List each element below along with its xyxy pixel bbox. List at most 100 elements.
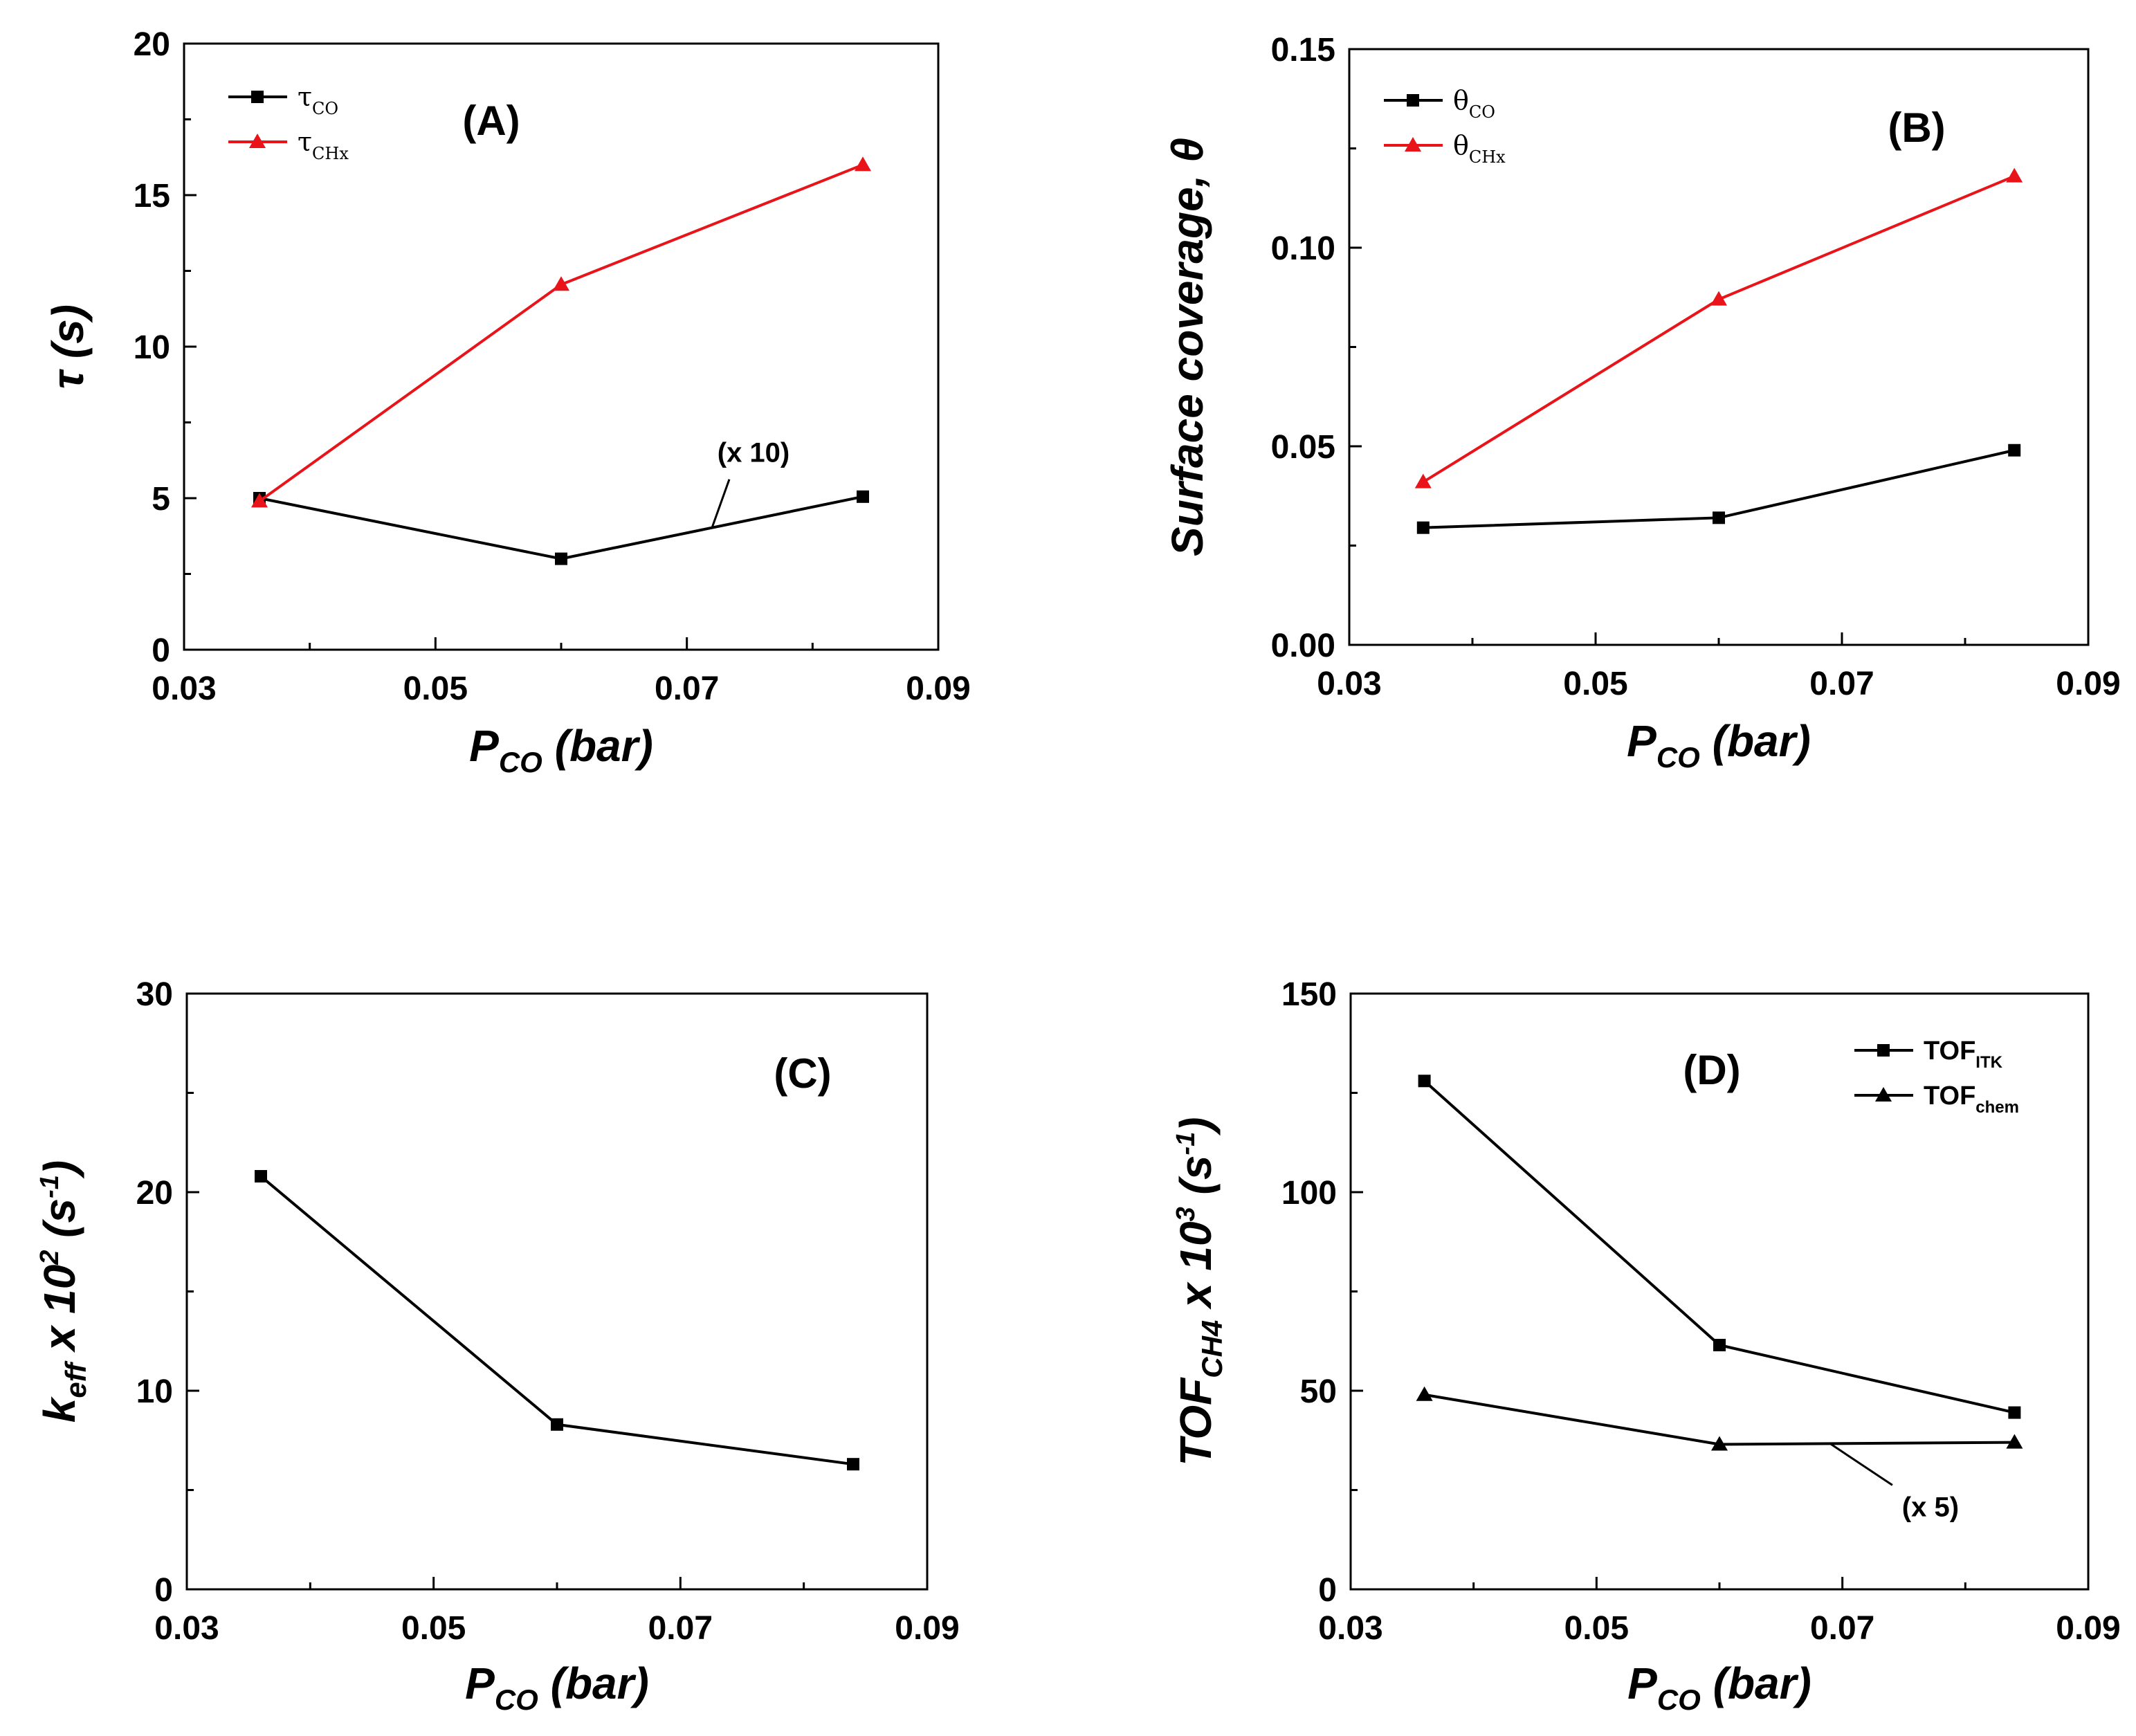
series-1 <box>1416 444 2021 534</box>
legend-label: θCHx <box>1453 130 1506 167</box>
y-tick-label: 20 <box>136 1175 173 1212</box>
legend-marker <box>251 91 264 103</box>
y-axis-title: Surface coverage, θ <box>1162 138 1212 556</box>
annotation: (x 5) <box>1829 1443 1959 1522</box>
data-point <box>1711 1436 1728 1451</box>
data-point <box>1710 291 1727 306</box>
y-tick-label: 30 <box>136 976 173 1013</box>
data-point <box>551 1418 563 1431</box>
x-tick-label: 0.09 <box>895 1610 959 1647</box>
y-axis-title: τ (s) <box>43 304 93 389</box>
legend-label: τCO <box>298 82 338 118</box>
data-point <box>1414 473 1432 488</box>
x-tick-label: 0.03 <box>1318 1610 1382 1647</box>
annotation-pointer <box>1829 1443 1893 1486</box>
y-tick-label: 15 <box>134 178 170 214</box>
data-point <box>2006 167 2023 183</box>
series-2 <box>1414 167 2023 488</box>
x-axis-title: PCO (bar) <box>465 1659 649 1716</box>
series-line <box>259 495 864 560</box>
x-tick-label: 0.03 <box>1317 666 1381 702</box>
data-point <box>1713 1338 1726 1351</box>
data-point <box>2008 1406 2021 1419</box>
y-tick-label: 0.10 <box>1271 230 1335 267</box>
annotation-pointer <box>711 479 731 529</box>
series-1 <box>255 1170 859 1471</box>
data-point <box>1418 1075 1431 1088</box>
legend: θCO θCHx <box>1384 85 1506 167</box>
chart-panel-3: 0.03 0.05 0.07 0.09 0 10 20 30 PCO (bar) keff x 1… <box>35 976 960 1716</box>
y-tick-label: 50 <box>1300 1373 1337 1410</box>
y-tick-label: 20 <box>134 26 170 63</box>
series-1 <box>253 490 869 565</box>
y-axis-title: TOFCH4 x 103 (s-1) <box>1171 1117 1228 1465</box>
y-tick-label: 0.05 <box>1271 429 1335 466</box>
chart-panel-1: 0.03 0.05 0.07 0.09 0 5 10 15 20 PCO (bar) τ (s) (A… <box>43 26 971 778</box>
panel-label: (A) <box>462 98 520 144</box>
legend: TOFITK TOFchem <box>1854 1036 2019 1117</box>
y-tick-label: 100 <box>1281 1175 1337 1212</box>
y-tick-label: 0 <box>1318 1572 1337 1609</box>
y-tick-label: 10 <box>136 1373 173 1410</box>
panel-label: (C) <box>774 1050 831 1097</box>
panel-label: (B) <box>1888 104 1945 151</box>
data-point <box>555 552 567 565</box>
x-tick-label: 0.05 <box>401 1610 466 1647</box>
data-point <box>553 276 569 291</box>
series-line <box>1422 174 2015 484</box>
x-axis-title: PCO (bar) <box>1627 716 1811 774</box>
data-point <box>1416 1386 1433 1401</box>
data-point <box>255 1170 267 1183</box>
data-point <box>1416 521 1430 534</box>
legend-marker <box>1875 1087 1892 1102</box>
x-tick-label: 0.07 <box>1810 1610 1874 1647</box>
data-point <box>251 493 268 508</box>
x-tick-label: 0.09 <box>2056 1610 2120 1647</box>
y-axis-title: keff x 102 (s-1) <box>35 1160 92 1423</box>
annotation: (x 10) <box>711 438 790 529</box>
y-tick-label: 0 <box>154 1572 173 1609</box>
x-tick-label: 0.07 <box>648 1610 713 1647</box>
x-tick-label: 0.09 <box>2056 666 2120 702</box>
x-tick-label: 0.03 <box>154 1610 219 1647</box>
y-tick-label: 5 <box>152 481 170 518</box>
annotation-label: (x 5) <box>1902 1492 1959 1522</box>
y-tick-label: 10 <box>134 329 170 366</box>
legend-marker <box>249 134 266 148</box>
legend-label: τCHx <box>298 127 349 163</box>
data-point <box>855 156 871 172</box>
legend-label: θCO <box>1453 85 1495 122</box>
legend-marker <box>1877 1044 1890 1057</box>
chart-panel-2: 0.03 0.05 0.07 0.09 0.00 0.05 0.10 0.15 PCO (bar… <box>1162 32 2121 774</box>
x-axis-title: PCO (bar) <box>469 721 653 778</box>
data-point <box>847 1458 859 1471</box>
y-tick-label: 0.15 <box>1271 32 1335 68</box>
y-tick-label: 150 <box>1281 976 1337 1013</box>
series-1 <box>1418 1075 2021 1419</box>
data-point <box>2006 1434 2023 1449</box>
x-axis-title: PCO (bar) <box>1627 1659 1811 1716</box>
x-tick-label: 0.05 <box>1563 666 1627 702</box>
legend: τCO τCHx <box>228 82 349 163</box>
y-tick-label: 0 <box>152 632 170 669</box>
y-tick-label: 0.00 <box>1271 628 1335 664</box>
data-point <box>2008 444 2021 457</box>
data-point <box>1713 511 1725 524</box>
x-tick-label: 0.07 <box>655 670 719 707</box>
legend-label: TOFchem <box>1924 1081 2019 1117</box>
series-2 <box>1416 1386 2023 1451</box>
legend-label: TOFITK <box>1924 1036 2003 1072</box>
x-tick-label: 0.07 <box>1809 666 1874 702</box>
series-2 <box>251 156 871 508</box>
legend-marker <box>1405 137 1421 152</box>
legend-marker <box>1407 94 1419 107</box>
x-tick-label: 0.05 <box>1564 1610 1629 1647</box>
chart-panel-4: 0.03 0.05 0.07 0.09 0 50 100 150 PCO (bar) TOFCH4… <box>1171 976 2121 1716</box>
panel-label: (D) <box>1683 1047 1740 1093</box>
series-line <box>1423 1079 2015 1414</box>
annotation-label: (x 10) <box>718 438 790 468</box>
x-tick-label: 0.03 <box>152 670 216 707</box>
x-tick-label: 0.09 <box>906 670 970 707</box>
data-point <box>857 490 869 503</box>
